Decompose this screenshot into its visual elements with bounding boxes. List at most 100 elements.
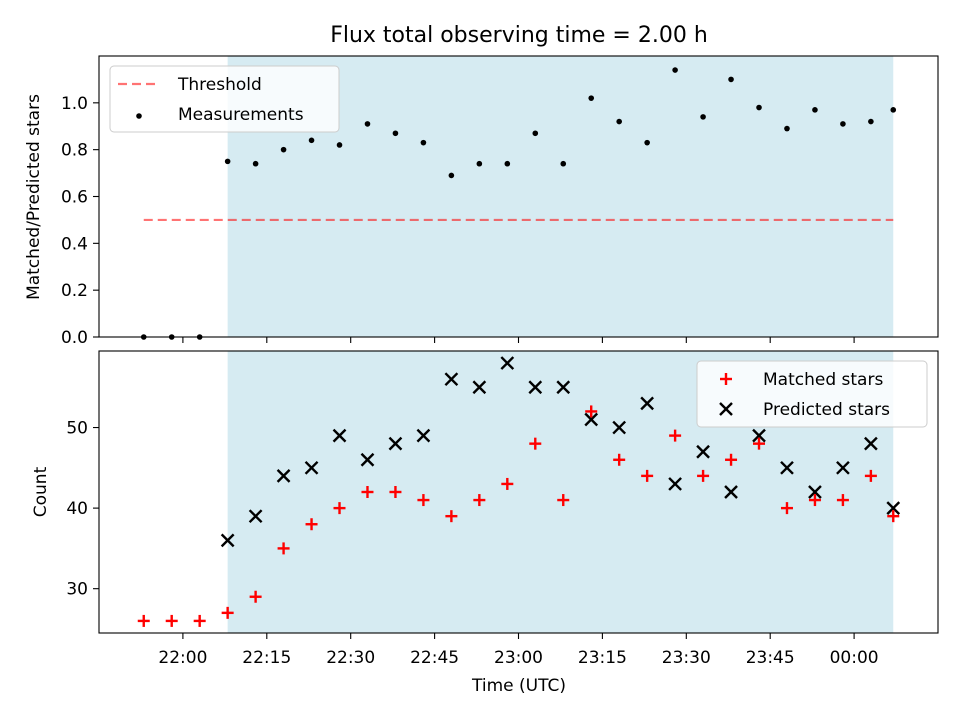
legend-matched-label: Matched stars [763,370,883,390]
measurement-point [364,121,371,127]
top-ytick-label: 0.6 [61,188,88,208]
matched-stars-point [277,542,290,555]
matched-stars-point [389,486,402,498]
predicted-stars-point [752,428,766,443]
matched-stars-point [221,606,234,619]
matched-stars-point [585,405,598,418]
predicted-stars-point [220,533,235,548]
predicted-stars-point [332,428,347,443]
bottom-xtick-label: 22:30 [326,648,375,668]
measurement-point [840,121,846,127]
bottom-xtick-label: 22:15 [242,648,291,668]
measurement-point [560,160,567,167]
matched-stars-point [361,486,374,498]
predicted-stars-point [724,485,738,499]
predicted-stars-point [472,380,487,395]
matched-stars-point [613,453,626,466]
predicted-stars-point [416,428,431,443]
matched-stars-point [501,477,514,490]
predicted-stars-point [780,460,794,475]
predicted-stars-point [304,460,319,475]
matched-stars-point [249,590,262,603]
measurement-point [784,125,790,132]
measurement-point [532,130,539,137]
predicted-stars-point [276,469,291,483]
measurement-point [504,160,511,167]
bottom-xtick-label: 23:45 [746,648,795,668]
legend-measurements-swatch [136,113,142,119]
legend-predicted-swatch [719,402,733,416]
predicted-stars-point [388,436,403,451]
top-ytick-label: 1.0 [61,94,88,114]
top-legend: Threshold Measurements [109,65,340,133]
measurement-point [644,139,650,146]
bottom-ytick-label: 40 [66,499,88,519]
legend-threshold-label: Threshold [177,75,262,95]
bottom-axes-frame [98,350,939,634]
measurement-point [588,95,595,101]
measurement-point [476,160,483,167]
predicted-stars-point [248,509,263,524]
bottom-xtick-label: 23:00 [494,648,543,668]
predicted-stars-point [640,396,654,411]
predicted-stars-point [528,380,543,395]
measurement-point [308,137,315,144]
bottom-legend: Matched stars Predicted stars [696,360,928,428]
bottom-xtick-label: 22:45 [410,648,459,668]
legend-predicted-label: Predicted stars [763,400,890,420]
measurement-point [336,142,343,148]
bottom-ylabel: Count [31,466,51,517]
top-ylabel: Matched/Predicted stars [24,94,44,300]
matched-stars-point [669,429,682,442]
top-ytick-label: 0.8 [61,141,88,161]
bottom-ytick-label: 50 [66,419,88,439]
matched-stars-point [333,502,346,515]
matched-stars-point [473,494,486,507]
measurement-point [812,107,818,113]
matched-stars-point [193,614,206,627]
matched-stars-point [165,614,178,627]
matched-stars-point [697,469,710,482]
matched-stars-point [836,494,849,507]
bottom-xlabel: Time (UTC) [471,676,566,696]
measurement-point [728,76,734,83]
measurement-point [448,172,455,179]
top-axes-frame [98,55,939,338]
top-ytick-label: 0.0 [61,328,88,348]
measurement-point [890,107,897,113]
matched-stars-point [887,510,900,523]
measurement-point [672,67,678,73]
chart-title: Flux total observing time = 2.00 h [330,23,708,48]
predicted-stars-point [808,485,822,499]
predicted-stars-point [612,420,627,435]
legend-measurements-label: Measurements [178,105,304,125]
measurement-point [868,118,874,125]
matched-stars-point [305,518,318,531]
bottom-xtick-label: 22:00 [158,648,207,668]
matched-stars-point [780,502,793,515]
matched-stars-point [557,494,570,507]
measurement-point [420,139,427,146]
bottom-ytick-label: 30 [66,580,88,600]
measurement-point [616,118,622,125]
matched-stars-point [417,494,430,507]
predicted-stars-point [836,460,850,475]
predicted-stars-point [584,412,599,427]
predicted-stars-point [556,380,571,395]
matched-stars-point [753,437,766,450]
measurement-point [700,114,706,120]
top-ytick-label: 0.4 [61,234,88,254]
bottom-xtick-label: 23:30 [662,648,711,668]
matched-stars-point [137,614,150,627]
matched-stars-point [864,469,877,482]
matched-stars-point [445,510,458,523]
matched-stars-point [725,453,738,466]
top-panel: 0.0 0.2 0.4 0.6 0.8 1.0 Matched/Predicted sta… [24,55,939,348]
predicted-stars-point [864,436,878,451]
matched-stars-point [529,437,542,450]
bottom-xtick-label: 23:15 [578,648,627,668]
predicted-stars-point [500,356,515,370]
bottom-xtick-label: 00:00 [830,648,879,668]
measurement-point [224,158,231,165]
legend-matched-swatch [720,373,732,385]
